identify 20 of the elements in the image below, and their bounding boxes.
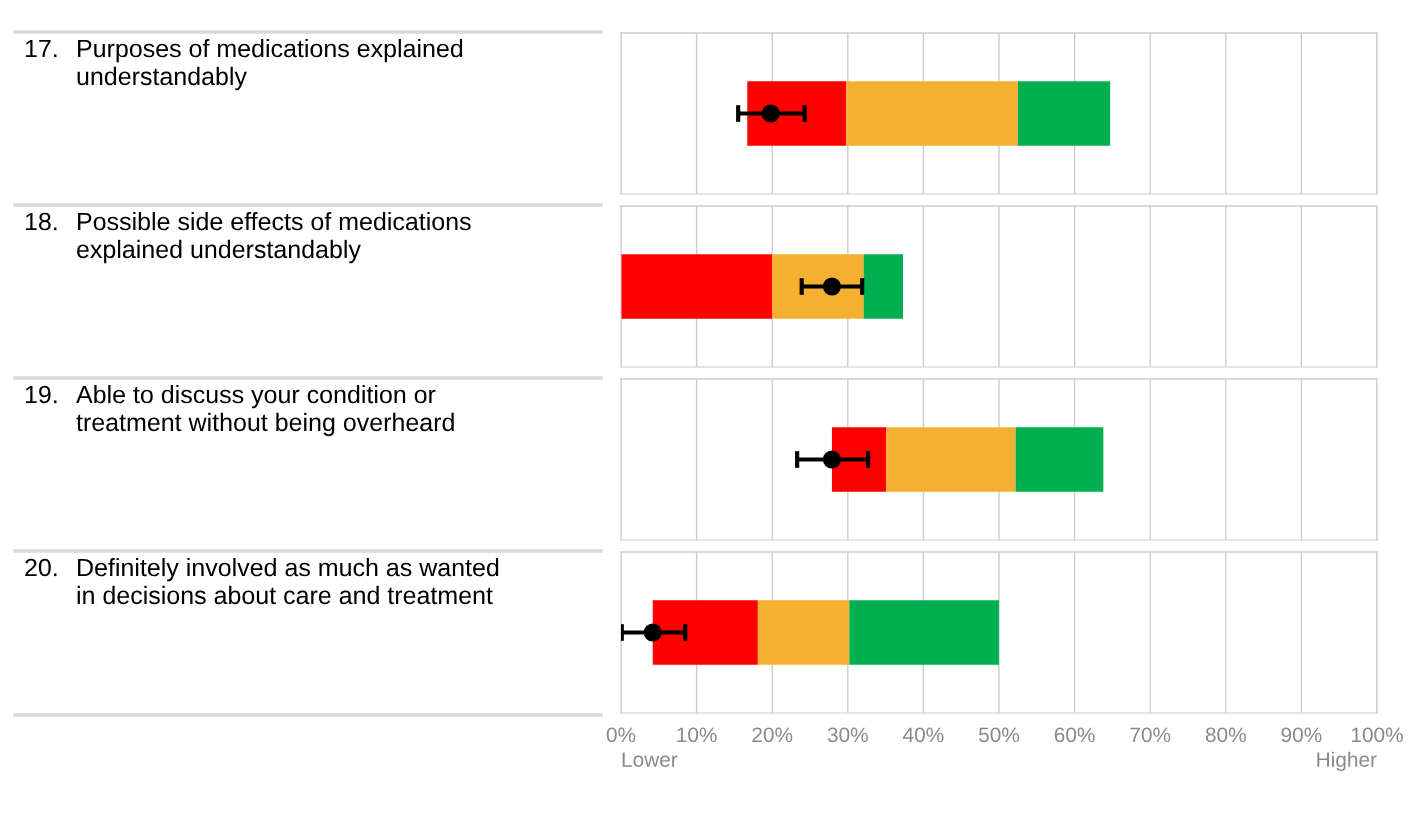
text: Lower [622,752,678,767]
category-label: 18. Possible side effects of medications explained understandably [25,212,471,264]
x-tick-label: 10% [677,727,717,743]
bar [757,600,850,665]
x-tick-label: 0% [606,727,636,743]
x-tick-label: 80% [1205,727,1246,743]
x-tick-label: 100% [1351,727,1403,743]
category-label: 17. Purposes of medications explained understandably [25,39,463,91]
x-tick-label: 50% [978,727,1020,743]
category-label: 20. Definitely involved as much as wanted in decisions about care and treatment [25,558,499,605]
category-label: 19. Able to discuss your condition or treatment without being overheard [25,385,454,437]
x-tick-label: 20% [752,727,793,743]
bar [849,600,999,665]
x-tick-label: 60% [1054,727,1095,743]
x-tick-label: 30% [827,727,868,743]
x-tick-label: 90% [1281,727,1322,743]
text: Higher [1317,751,1377,772]
x-tick-label: 70% [1130,727,1171,743]
x-tick-label: 40% [903,727,944,743]
bar [652,600,758,665]
